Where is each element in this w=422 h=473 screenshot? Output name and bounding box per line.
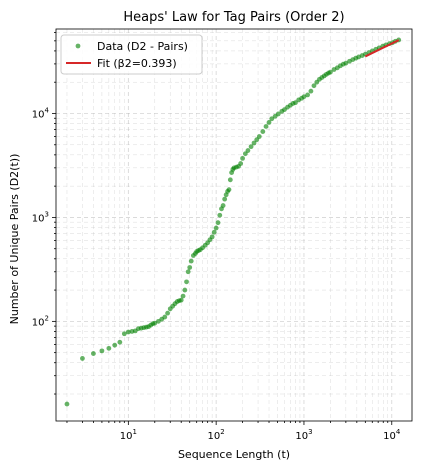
- data-point: [185, 269, 191, 275]
- data-point: [209, 234, 215, 240]
- data-point: [293, 100, 298, 106]
- data-point: [220, 203, 226, 208]
- data-point: [305, 92, 310, 98]
- legend-fit-label: Fit (β2=0.393): [97, 57, 177, 70]
- data-point: [121, 331, 127, 337]
- legend-box: [60, 34, 203, 75]
- data-point: [256, 134, 262, 139]
- data-point: [248, 144, 254, 150]
- legend-data-marker: [75, 43, 81, 49]
- data-point: [112, 342, 118, 348]
- grid-lines: [56, 29, 412, 421]
- data-point: [215, 220, 221, 226]
- data-point: [117, 339, 123, 345]
- data-point: [251, 140, 257, 146]
- data-point: [213, 225, 219, 231]
- x-axis-label: Sequence Length (t): [178, 448, 290, 461]
- data-point: [263, 124, 269, 129]
- y-tick-label: 104: [32, 106, 50, 120]
- data-point: [211, 229, 217, 235]
- data-point: [152, 320, 158, 326]
- x-tick-label: 104: [383, 428, 401, 442]
- data-point: [238, 161, 244, 166]
- data-point: [99, 348, 105, 354]
- data-point: [240, 155, 245, 161]
- data-point: [125, 329, 131, 335]
- legend: Data (D2 - Pairs) Fit (β2=0.393): [60, 34, 203, 75]
- y-tick-label: 103: [32, 210, 49, 224]
- data-point: [260, 129, 266, 134]
- tick-labels: 101 102 103 104 102 103 104: [32, 106, 401, 442]
- data-point: [327, 69, 333, 75]
- data-point: [178, 297, 184, 303]
- data-point: [226, 187, 232, 193]
- fit-line: [364, 39, 400, 58]
- data-point: [187, 265, 193, 270]
- data-point: [91, 351, 96, 356]
- y-axis-label: Number of Unique Pairs (D2(t)): [8, 154, 21, 325]
- data-point: [165, 310, 171, 316]
- x-tick-label: 101: [120, 428, 137, 442]
- data-point: [182, 287, 188, 293]
- data-point: [222, 196, 228, 202]
- axes-frame: [55, 28, 413, 422]
- data-point: [343, 60, 349, 66]
- y-tick-label: 102: [32, 314, 49, 328]
- data-point: [301, 94, 307, 100]
- data-point: [227, 177, 233, 183]
- data-point: [184, 279, 189, 285]
- data-point: [311, 83, 317, 89]
- data-point: [188, 258, 194, 264]
- plot-frame: [55, 28, 413, 422]
- data-point: [80, 356, 85, 361]
- data-point: [266, 120, 272, 125]
- x-tick-label: 102: [208, 428, 225, 442]
- legend-data-label: Data (D2 - Pairs): [97, 40, 188, 53]
- data-point: [162, 314, 168, 320]
- data-marks: [64, 37, 402, 407]
- data-point: [180, 293, 186, 299]
- data-point: [217, 212, 223, 218]
- data-point: [308, 88, 314, 94]
- data-point: [269, 116, 275, 122]
- data-point: [242, 151, 248, 157]
- tick-marks: [52, 32, 393, 425]
- data-point: [275, 111, 281, 117]
- data-point: [64, 401, 70, 407]
- data-point: [106, 345, 112, 351]
- chart-title: Heaps' Law for Tag Pairs (Order 2): [123, 10, 344, 25]
- data-point: [245, 148, 251, 153]
- x-tick-label: 103: [295, 428, 312, 442]
